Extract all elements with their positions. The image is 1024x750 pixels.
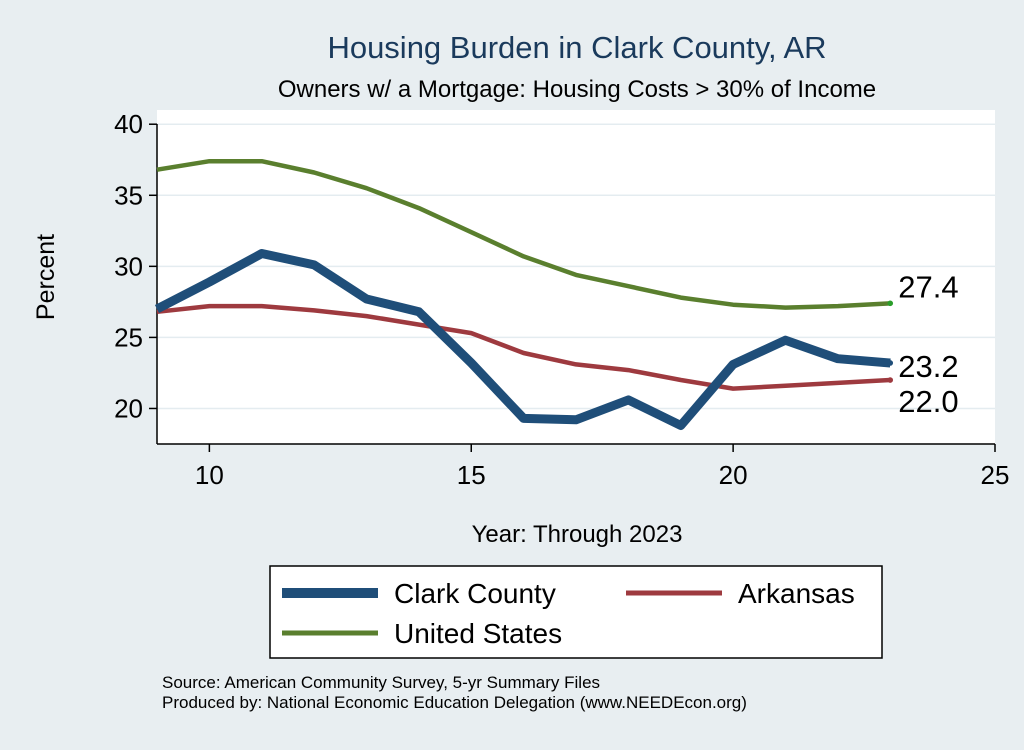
data-label: 22.0 xyxy=(898,384,958,419)
series-line-clark-county xyxy=(154,249,891,430)
x-tick-label: 25 xyxy=(981,460,1010,490)
y-tick-label: 35 xyxy=(114,180,143,210)
legend: Clark County Arkansas United States xyxy=(269,565,883,659)
series-end-marker xyxy=(887,300,894,307)
legend-label: Arkansas xyxy=(738,578,855,609)
series-end-marker xyxy=(887,360,894,366)
x-tick-label: 20 xyxy=(719,460,748,490)
plot-area: 20 25 30 35 40 10 15 20 25 23.222.0 27.4 xyxy=(114,109,1009,490)
data-label: 23.2 xyxy=(898,349,958,384)
y-tick-label: 20 xyxy=(114,393,143,423)
y-tick-label: 30 xyxy=(114,251,143,281)
y-tick-label: 40 xyxy=(114,109,143,139)
producer-note: Produced by: National Economic Education… xyxy=(162,693,747,712)
chart-subtitle: Owners w/ a Mortgage: Housing Costs > 30… xyxy=(278,76,876,103)
series-end-marker xyxy=(887,377,894,383)
data-label: 27.4 xyxy=(898,269,958,304)
y-tick-label: 25 xyxy=(114,322,143,352)
legend-box xyxy=(269,565,883,659)
series-line-arkansas xyxy=(156,303,891,391)
chart-title: Housing Burden in Clark County, AR xyxy=(327,30,826,65)
series-line-united-states xyxy=(156,158,891,310)
source-note: Source: American Community Survey, 5-yr … xyxy=(162,673,600,692)
legend-label: United States xyxy=(394,618,562,649)
y-axis-label: Percent xyxy=(32,234,60,320)
x-tick-label: 15 xyxy=(457,460,486,490)
legend-label: Clark County xyxy=(394,578,556,609)
x-tick-label: 10 xyxy=(195,460,224,490)
x-axis-label: Year: Through 2023 xyxy=(472,521,683,548)
